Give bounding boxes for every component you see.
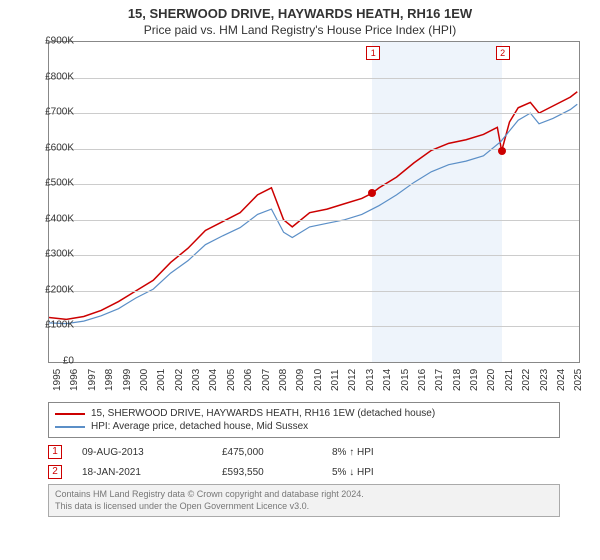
x-axis-label: 1995 (52, 369, 63, 391)
sale-row-marker: 1 (48, 445, 62, 459)
y-axis-label: £700K (32, 107, 74, 118)
x-axis-label: 2019 (469, 369, 480, 391)
y-axis-label: £100K (32, 320, 74, 331)
x-axis-label: 2003 (191, 369, 202, 391)
series-property (49, 92, 577, 320)
x-axis-label: 1997 (87, 369, 98, 391)
chart-subtitle: Price paid vs. HM Land Registry's House … (0, 21, 600, 41)
sale-marker-dot (368, 189, 376, 197)
y-axis-label: £0 (32, 356, 74, 367)
footer-line-1: Contains HM Land Registry data © Crown c… (55, 489, 553, 501)
sale-date: 09-AUG-2013 (82, 447, 222, 458)
legend-swatch (55, 426, 85, 428)
x-axis-label: 1999 (122, 369, 133, 391)
x-axis-label: 2025 (573, 369, 584, 391)
chart-title: 15, SHERWOOD DRIVE, HAYWARDS HEATH, RH16… (0, 0, 600, 21)
x-axis-label: 2002 (174, 369, 185, 391)
x-axis-label: 2018 (452, 369, 463, 391)
x-axis-label: 2022 (521, 369, 532, 391)
x-axis-label: 2001 (156, 369, 167, 391)
x-axis-label: 2014 (382, 369, 393, 391)
y-axis-label: £400K (32, 213, 74, 224)
y-axis-label: £500K (32, 178, 74, 189)
legend-label: HPI: Average price, detached house, Mid … (91, 421, 308, 432)
sale-marker-label: 2 (496, 46, 510, 60)
x-axis-label: 2005 (226, 369, 237, 391)
x-axis-label: 2004 (208, 369, 219, 391)
y-axis-label: £900K (32, 36, 74, 47)
x-axis-label: 2013 (365, 369, 376, 391)
gridline (49, 220, 579, 221)
sale-price: £593,550 (222, 467, 332, 478)
y-axis-label: £800K (32, 71, 74, 82)
x-axis-label: 2006 (243, 369, 254, 391)
x-axis-label: 2015 (400, 369, 411, 391)
x-axis-label: 2010 (313, 369, 324, 391)
sales-table: 1 09-AUG-2013£475,0008% ↑ HPI 2 18-JAN-2021… (48, 442, 560, 482)
line-layer (49, 42, 579, 362)
attribution-footer: Contains HM Land Registry data © Crown c… (48, 484, 560, 517)
x-axis-label: 2000 (139, 369, 150, 391)
x-axis-label: 2017 (434, 369, 445, 391)
footer-line-2: This data is licensed under the Open Gov… (55, 501, 553, 513)
x-axis-label: 2012 (347, 369, 358, 391)
x-axis-label: 1998 (104, 369, 115, 391)
sale-date: 18-JAN-2021 (82, 467, 222, 478)
x-axis-label: 1996 (69, 369, 80, 391)
x-axis-label: 2021 (504, 369, 515, 391)
y-axis-label: £600K (32, 142, 74, 153)
x-axis-label: 2024 (556, 369, 567, 391)
x-axis-label: 2016 (417, 369, 428, 391)
gridline (49, 255, 579, 256)
x-axis-label: 2007 (261, 369, 272, 391)
x-axis-label: 2009 (295, 369, 306, 391)
sale-row: 2 18-JAN-2021£593,5505% ↓ HPI (48, 462, 560, 482)
sale-row-marker: 2 (48, 465, 62, 479)
y-axis-label: £300K (32, 249, 74, 260)
x-axis-label: 2011 (330, 369, 341, 391)
gridline (49, 113, 579, 114)
x-axis-label: 2008 (278, 369, 289, 391)
sale-vs-hpi: 8% ↑ HPI (332, 447, 442, 458)
sale-vs-hpi: 5% ↓ HPI (332, 467, 442, 478)
gridline (49, 326, 579, 327)
legend-swatch (55, 413, 85, 415)
sale-row: 1 09-AUG-2013£475,0008% ↑ HPI (48, 442, 560, 462)
gridline (49, 78, 579, 79)
gridline (49, 184, 579, 185)
x-axis-label: 2023 (539, 369, 550, 391)
x-axis-label: 2020 (486, 369, 497, 391)
legend-row: 15, SHERWOOD DRIVE, HAYWARDS HEATH, RH16… (55, 407, 553, 420)
chart-area: 12 £0£100K£200K£300K£400K£500K£600K£700K… (40, 41, 600, 396)
legend: 15, SHERWOOD DRIVE, HAYWARDS HEATH, RH16… (48, 402, 560, 438)
plot-region: 12 (48, 41, 580, 363)
sale-price: £475,000 (222, 447, 332, 458)
gridline (49, 291, 579, 292)
legend-label: 15, SHERWOOD DRIVE, HAYWARDS HEATH, RH16… (91, 408, 435, 419)
sale-marker-dot (498, 147, 506, 155)
sale-marker-label: 1 (366, 46, 380, 60)
legend-row: HPI: Average price, detached house, Mid … (55, 420, 553, 433)
chart-container: 15, SHERWOOD DRIVE, HAYWARDS HEATH, RH16… (0, 0, 600, 560)
y-axis-label: £200K (32, 284, 74, 295)
